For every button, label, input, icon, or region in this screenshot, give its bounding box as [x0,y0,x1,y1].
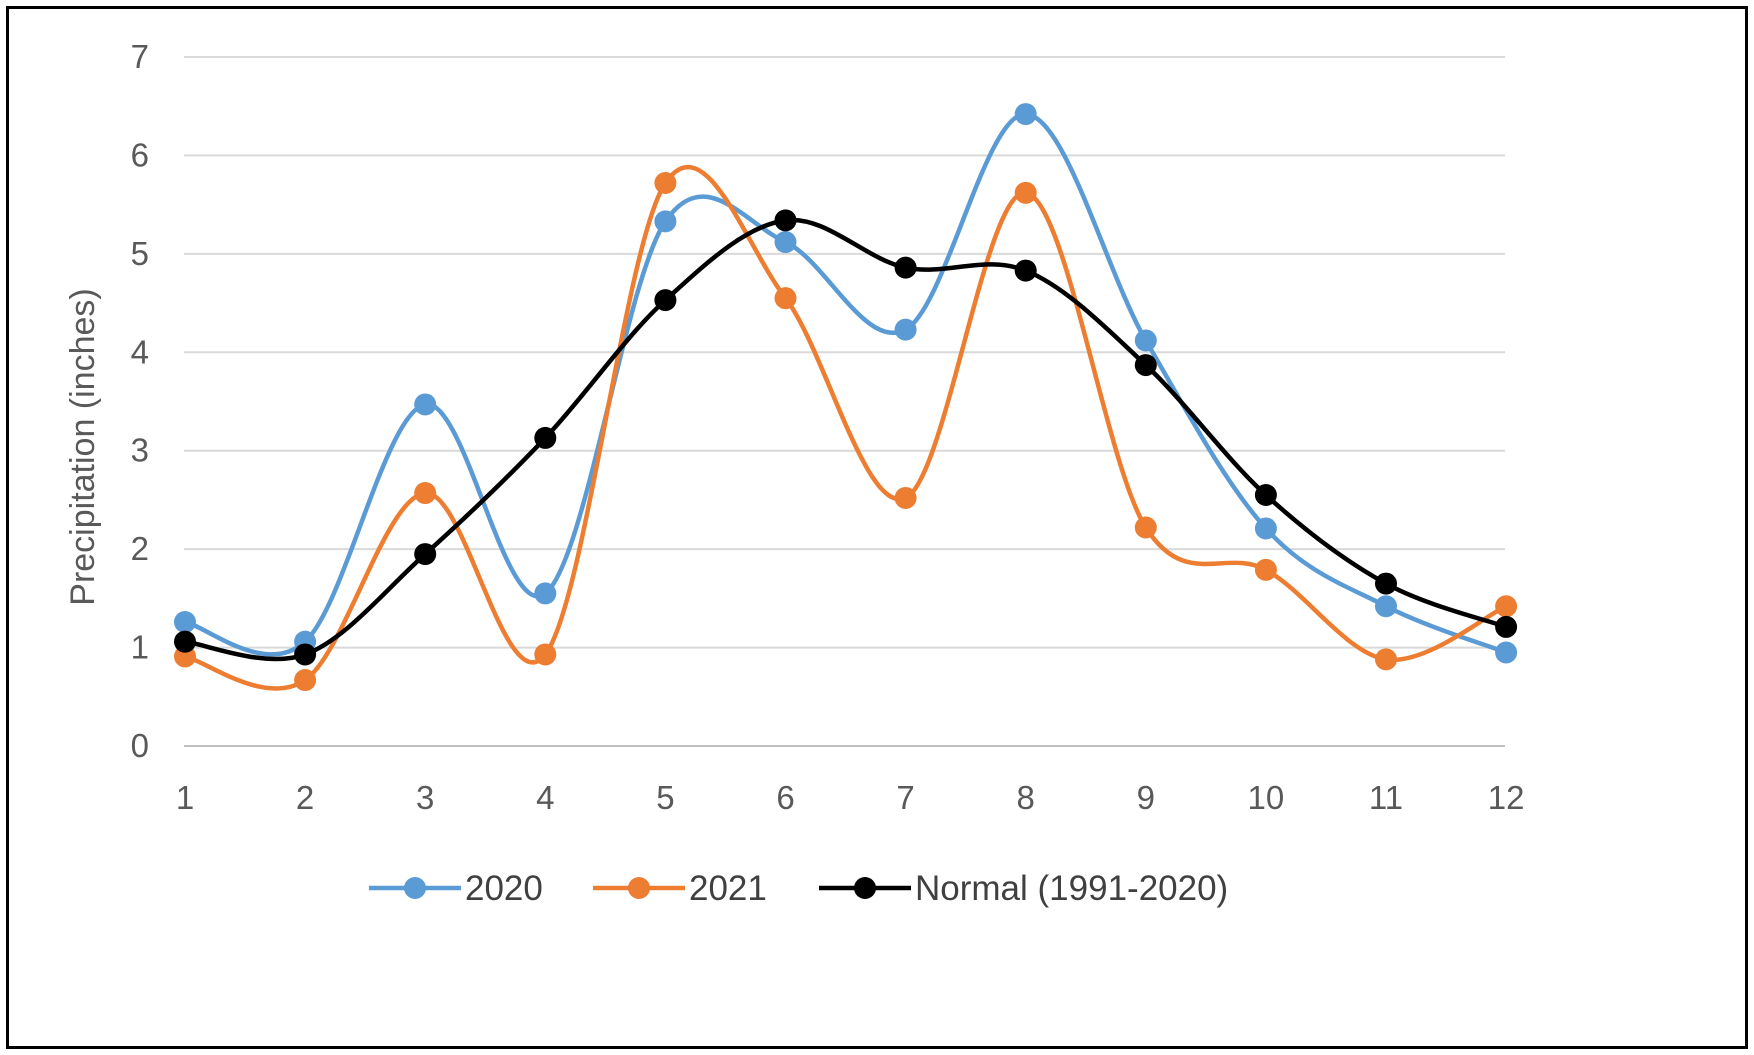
legend-marker [628,877,650,899]
legend-marker [854,877,876,899]
data-point-2 [774,209,797,232]
data-point-2 [654,289,677,312]
data-point-1 [1375,648,1397,671]
y-tick-label: 5 [131,235,149,272]
series-lines [182,111,1509,691]
data-point-1 [654,171,677,194]
data-point-1 [414,482,437,505]
data-point-0 [654,210,677,233]
data-point-0 [1134,329,1157,352]
x-tick-label: 6 [776,779,794,816]
data-point-0 [174,610,196,633]
data-point-0 [774,231,797,254]
data-point-2 [1014,259,1037,282]
legend-label: Normal (1991-2020) [915,869,1228,908]
y-tick-label: 7 [131,38,149,75]
chart-frame: 0 1 2 3 4 5 6 7 1 2 3 4 5 6 7 8 9 10 11 12 2020 2021 Normal (… [6,6,1748,1049]
x-tick-label: 12 [1488,779,1525,816]
legend-marker [404,877,426,899]
data-point-1 [894,486,917,509]
legend-label: 2020 [465,869,543,908]
x-tick-label: 5 [656,779,674,816]
y-tick-label: 1 [131,629,149,666]
data-point-2 [534,426,557,449]
series-markers [174,103,1518,692]
x-tick-label: 2 [296,779,314,816]
data-point-0 [534,582,557,605]
series-line-2 [182,217,1509,662]
x-tick-label: 8 [1017,779,1035,816]
data-point-2 [1375,572,1397,595]
data-point-2 [174,630,196,653]
legend: 2020 2021 Normal (1991-2020) [369,869,1228,908]
y-axis-title: Precipitation (inches) [64,288,102,605]
y-tick-label: 2 [131,530,149,567]
y-tick-label: 0 [131,727,149,764]
y-tick-label: 4 [131,333,149,370]
data-point-1 [774,287,797,310]
x-tick-label: 7 [896,779,914,816]
x-tick-label: 9 [1137,779,1155,816]
data-point-1 [1014,181,1037,204]
gridlines [184,56,1505,649]
x-tick-label: 4 [536,779,554,816]
data-point-0 [1254,517,1277,540]
data-point-1 [1134,516,1157,539]
data-point-2 [1134,354,1157,377]
x-tick-label: 10 [1248,779,1285,816]
series-line-0 [182,111,1509,657]
data-point-0 [414,393,437,416]
data-point-2 [1495,615,1518,638]
data-point-2 [414,543,437,566]
data-point-1 [1254,558,1277,581]
data-point-1 [1495,595,1518,618]
data-point-2 [294,643,317,666]
data-point-2 [1254,484,1277,507]
x-tick-label: 1 [176,779,194,816]
data-point-0 [1375,595,1397,618]
data-point-0 [894,318,917,341]
y-tick-label: 3 [131,432,149,469]
legend-label: 2021 [689,869,767,908]
y-tick-label: 6 [131,136,149,173]
data-point-0 [1495,641,1518,664]
series-line-1 [182,164,1509,691]
x-tick-label: 11 [1369,779,1403,816]
data-point-1 [294,669,317,692]
data-point-2 [894,256,917,279]
data-point-1 [534,643,557,666]
data-point-0 [1014,103,1037,126]
x-tick-label: 3 [416,779,434,816]
